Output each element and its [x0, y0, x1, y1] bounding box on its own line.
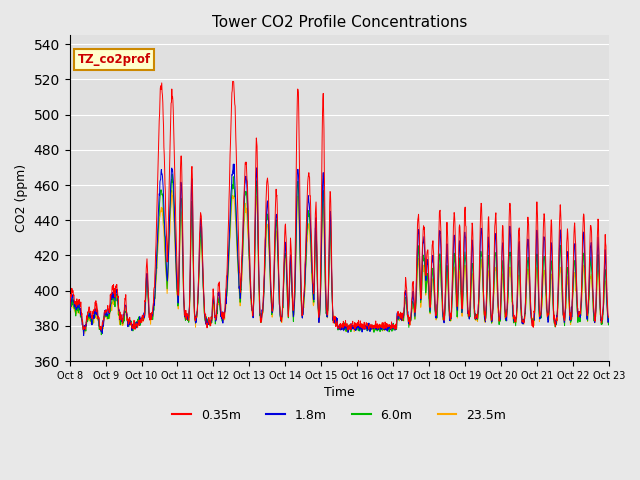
Legend: 0.35m, 1.8m, 6.0m, 23.5m: 0.35m, 1.8m, 6.0m, 23.5m: [167, 404, 511, 427]
X-axis label: Time: Time: [324, 386, 355, 399]
Text: TZ_co2prof: TZ_co2prof: [77, 53, 151, 66]
Y-axis label: CO2 (ppm): CO2 (ppm): [15, 164, 28, 232]
Title: Tower CO2 Profile Concentrations: Tower CO2 Profile Concentrations: [212, 15, 467, 30]
